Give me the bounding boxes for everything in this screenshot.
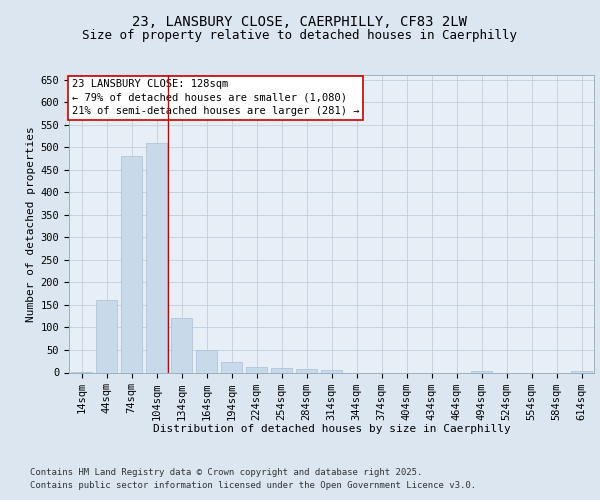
Bar	[221, 362, 242, 372]
Bar	[296, 369, 317, 372]
Bar	[146, 142, 167, 372]
Bar	[121, 156, 142, 372]
Bar	[271, 368, 292, 372]
Text: Contains HM Land Registry data © Crown copyright and database right 2025.: Contains HM Land Registry data © Crown c…	[30, 468, 422, 477]
Bar	[96, 300, 117, 372]
Text: 23, LANSBURY CLOSE, CAERPHILLY, CF83 2LW: 23, LANSBURY CLOSE, CAERPHILLY, CF83 2LW	[133, 16, 467, 30]
X-axis label: Distribution of detached houses by size in Caerphilly: Distribution of detached houses by size …	[152, 424, 511, 434]
Y-axis label: Number of detached properties: Number of detached properties	[26, 126, 37, 322]
Text: Contains public sector information licensed under the Open Government Licence v3: Contains public sector information licen…	[30, 482, 476, 490]
Bar	[196, 350, 217, 372]
Bar	[246, 366, 267, 372]
Text: Size of property relative to detached houses in Caerphilly: Size of property relative to detached ho…	[83, 30, 517, 43]
Bar	[471, 371, 492, 372]
Bar	[171, 318, 192, 372]
Text: 23 LANSBURY CLOSE: 128sqm
← 79% of detached houses are smaller (1,080)
21% of se: 23 LANSBURY CLOSE: 128sqm ← 79% of detac…	[71, 80, 359, 116]
Bar	[571, 371, 592, 372]
Bar	[321, 370, 342, 372]
